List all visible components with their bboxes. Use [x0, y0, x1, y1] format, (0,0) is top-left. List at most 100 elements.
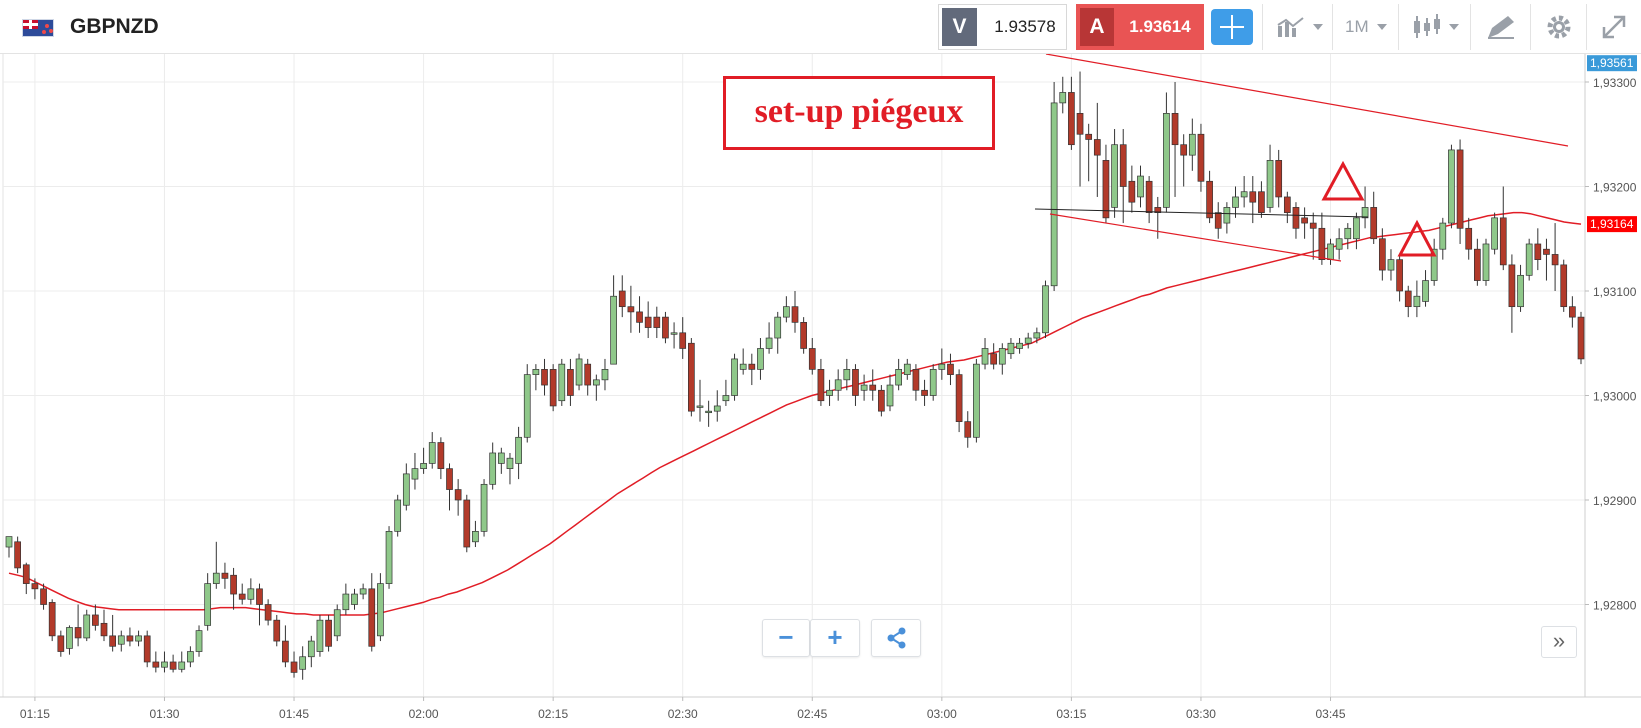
candle-type-button[interactable]: [1398, 4, 1470, 50]
setup-annotation: set-up piégeux: [723, 76, 995, 150]
candle: [990, 343, 998, 370]
candle: [1344, 223, 1352, 250]
buy-tag: A: [1080, 8, 1114, 46]
bull-candle-body: [1422, 280, 1429, 302]
bull-candle-body: [670, 332, 678, 335]
bull-candle-body: [523, 374, 531, 438]
candle: [143, 630, 151, 668]
bull-candle-body: [420, 463, 427, 469]
bull-candle-body: [774, 316, 782, 339]
bear-candle-body: [1206, 180, 1213, 219]
x-tick-label: 03:45: [1316, 707, 1346, 721]
zoom-out-button[interactable]: −: [762, 619, 810, 657]
bull-candle-body: [195, 630, 203, 652]
bear-candle-body: [567, 369, 574, 396]
candle: [333, 604, 341, 642]
buy-price: 1.93614: [1129, 17, 1191, 36]
candle: [1016, 338, 1023, 354]
candle: [1577, 311, 1585, 365]
price-chart[interactable]: 1,93300 1,93200 1,93100 1,93000 1,92900 1,928…: [0, 54, 1641, 728]
bear-candle-body: [817, 369, 825, 402]
candle: [1499, 186, 1507, 271]
bear-candle-body: [1474, 248, 1481, 281]
bull-candle-body: [394, 499, 402, 532]
candle: [1422, 270, 1429, 307]
bear-candle-body: [152, 661, 160, 668]
candle: [1327, 238, 1334, 265]
timeframe-dropdown[interactable]: 1M: [1332, 4, 1398, 50]
bull-candle-body: [705, 410, 712, 414]
zoom-in-button[interactable]: +: [810, 619, 860, 657]
bear-candle-body: [1508, 264, 1516, 308]
bear-candle-body: [437, 442, 445, 469]
candle: [1387, 249, 1395, 281]
buy-price-button[interactable]: A 1.93614: [1076, 4, 1204, 50]
candle: [1353, 212, 1360, 250]
moving-average: [8, 211, 1582, 616]
candle: [981, 338, 989, 370]
bull-candle-body: [713, 405, 721, 412]
bull-candle-body: [1327, 243, 1334, 261]
candle: [402, 463, 410, 511]
bull-candle-body: [117, 635, 125, 645]
x-tick-label: 03:15: [1056, 707, 1086, 721]
bear-candle-body: [1093, 139, 1101, 156]
candle: [1128, 165, 1136, 213]
candle: [1301, 207, 1308, 239]
x-tick-label: 01:30: [149, 707, 179, 721]
bull-candle-body: [903, 363, 911, 375]
bear-candle-body: [1396, 259, 1403, 292]
share-button[interactable]: [871, 619, 921, 657]
bull-candle-body: [575, 358, 583, 386]
bull-candle-body: [558, 363, 566, 402]
indicators-button[interactable]: [1262, 4, 1332, 50]
candle: [929, 364, 937, 401]
bull-candle-body: [1439, 222, 1447, 250]
candle: [290, 651, 298, 678]
settings-button[interactable]: [1530, 4, 1586, 50]
candle: [83, 609, 91, 642]
bull-candle-body: [5, 536, 13, 548]
instrument-symbol[interactable]: GBPNZD: [70, 15, 159, 38]
bull-candle-body: [929, 369, 937, 396]
bull-candle-body: [783, 306, 790, 318]
candle: [92, 604, 99, 631]
candle: [1068, 76, 1075, 150]
bear-candle-body: [256, 588, 263, 605]
last-price-tag: 1,93561: [1590, 56, 1634, 70]
bull-candle-body: [1517, 274, 1524, 308]
y-axis: 1,93300 1,93200 1,93100 1,93000 1,92900 1,928…: [1584, 54, 1637, 697]
x-tick-label: 03:30: [1186, 707, 1216, 721]
bull-candle-body: [1430, 248, 1438, 281]
bear-candle-body: [1085, 133, 1093, 140]
candle: [964, 411, 972, 448]
candle: [765, 322, 773, 354]
candle: [1430, 238, 1438, 286]
x-tick-label: 02:30: [668, 707, 698, 721]
candle: [100, 609, 108, 642]
candle: [826, 379, 833, 406]
bear-candle-body: [14, 541, 21, 569]
bull-candle-body: [307, 640, 315, 658]
candle: [1275, 149, 1283, 208]
bear-candle-body: [912, 369, 920, 391]
y-tick-label: 1,92900: [1593, 494, 1637, 508]
candle: [688, 338, 695, 417]
expand-button[interactable]: [1586, 4, 1641, 50]
bear-candle-body: [947, 363, 954, 375]
bear-candle-body: [325, 619, 332, 647]
candle: [541, 358, 548, 396]
crosshair-button[interactable]: [1211, 9, 1253, 45]
sell-price-button[interactable]: V 1.93578: [938, 4, 1067, 50]
drawing-tools-button[interactable]: [1470, 4, 1530, 50]
candle: [368, 573, 376, 652]
expand-icon: [1602, 15, 1626, 39]
candle: [1188, 118, 1196, 171]
x-tick-label: 02:15: [538, 707, 568, 721]
scroll-to-latest-button[interactable]: »: [1541, 626, 1577, 658]
candle: [221, 562, 229, 589]
candle: [860, 374, 868, 401]
bull-candle-body: [895, 369, 902, 386]
y-tick-label: 1,93300: [1593, 76, 1637, 90]
bear-candle-body: [541, 369, 548, 386]
